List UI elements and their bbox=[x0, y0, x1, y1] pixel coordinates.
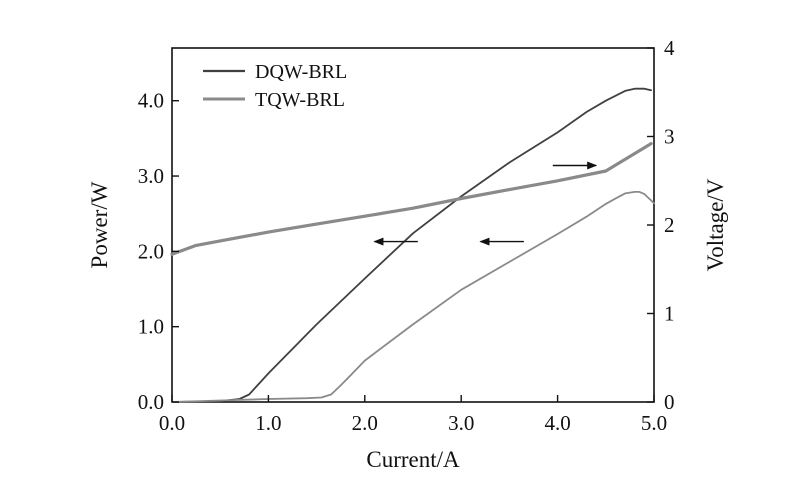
x-axis-title: Current/A bbox=[366, 447, 460, 472]
series-line-0-dqw-brl-power bbox=[171, 87, 652, 403]
x-tick-label: 5.0 bbox=[641, 411, 667, 435]
y-right-tick-label: 4 bbox=[664, 36, 675, 60]
y-right-tick-label: 0 bbox=[664, 390, 675, 414]
plot-frame bbox=[171, 47, 655, 403]
y-axis-right-title: Voltage/V bbox=[703, 178, 728, 271]
x-tick-label: 3.0 bbox=[448, 411, 474, 435]
series-line-1-tqw-brl-voltage bbox=[170, 142, 653, 256]
legend-label-dqw: DQW-BRL bbox=[255, 61, 347, 83]
series-line-2-tqw-brl-power bbox=[171, 190, 655, 403]
y-left-tick-label: 1.0 bbox=[138, 315, 164, 339]
x-tick-label: 1.0 bbox=[255, 411, 281, 435]
y-left-tick-label: 3.0 bbox=[138, 164, 164, 188]
series-layer bbox=[170, 87, 655, 403]
y-left-tick-label: 4.0 bbox=[138, 89, 164, 113]
y-right-tick-label: 1 bbox=[664, 302, 675, 326]
y-right-tick-label: 3 bbox=[664, 125, 675, 149]
y-right-tick-label: 2 bbox=[664, 213, 675, 237]
ticks-layer: 0.0 1.0 2.0 3.0 4.0 5.0 0.0 1.0 2.0 3.0 4.0 0 1 2 3 4 bbox=[138, 36, 675, 435]
legend: DQW-BRL TQW-BRL bbox=[203, 61, 347, 111]
y-left-tick-label: 0.0 bbox=[138, 390, 164, 414]
x-tick-label: 0.0 bbox=[159, 411, 185, 435]
y-left-tick-label: 2.0 bbox=[138, 239, 164, 263]
y-axis-left-title: Power/W bbox=[87, 181, 112, 268]
x-tick-label: 2.0 bbox=[352, 411, 378, 435]
legend-label-tqw: TQW-BRL bbox=[255, 89, 345, 111]
annotation-layer bbox=[373, 161, 598, 246]
x-tick-label: 4.0 bbox=[544, 411, 570, 435]
